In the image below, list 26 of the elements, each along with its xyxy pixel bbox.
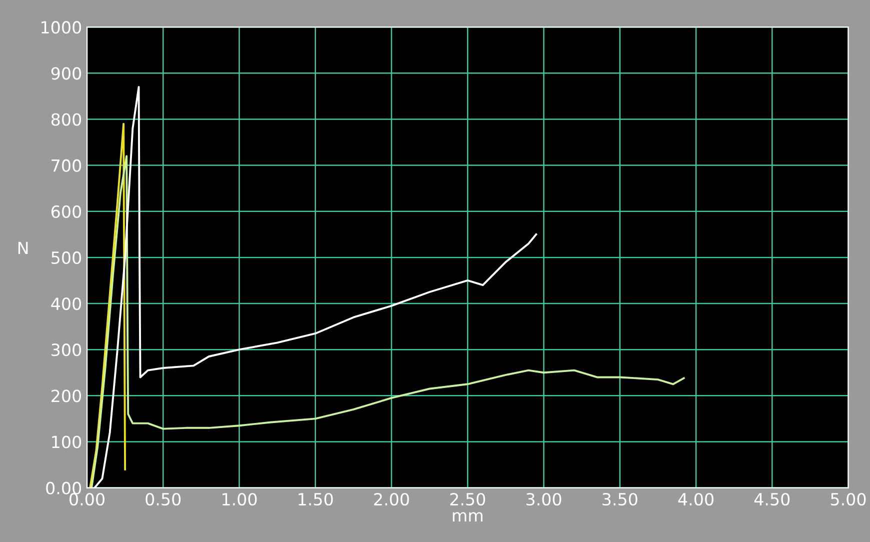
y-tick-label: 800 bbox=[51, 113, 82, 126]
line-series bbox=[89, 122, 126, 488]
y-axis-title: N bbox=[18, 242, 28, 254]
y-tick-label: 400 bbox=[51, 297, 82, 310]
x-tick-label: 1.50 bbox=[298, 492, 333, 506]
y-tick-label: 700 bbox=[52, 159, 82, 172]
y-tick-label: 300 bbox=[52, 344, 82, 356]
x-axis-title: mm bbox=[452, 512, 482, 522]
y-tick-label: 0.00 bbox=[46, 482, 82, 494]
y-tick-label: 500 bbox=[52, 251, 82, 264]
x-tick-label: 0.50 bbox=[146, 492, 181, 506]
y-tick-label: 100 bbox=[52, 436, 82, 448]
y-tick-label: 900 bbox=[51, 67, 82, 80]
y-tick-label: 600 bbox=[51, 205, 82, 218]
x-tick-label: 4.00 bbox=[678, 492, 714, 506]
x-tick-label: 3.00 bbox=[526, 492, 562, 506]
y-tick-label: 1000 bbox=[42, 21, 82, 34]
x-tick-label: 2.00 bbox=[374, 492, 409, 506]
x-tick-label: 5.00 bbox=[830, 492, 866, 506]
x-tick-label: 3.50 bbox=[602, 492, 638, 506]
x-tick-label: 1.00 bbox=[222, 492, 257, 506]
x-tick-label: 4.50 bbox=[754, 492, 790, 506]
line-series bbox=[90, 155, 685, 488]
y-tick-label: 200 bbox=[52, 390, 82, 402]
x-tick-label: 2.50 bbox=[450, 492, 486, 506]
x-tick-label: 0.00 bbox=[70, 492, 104, 506]
